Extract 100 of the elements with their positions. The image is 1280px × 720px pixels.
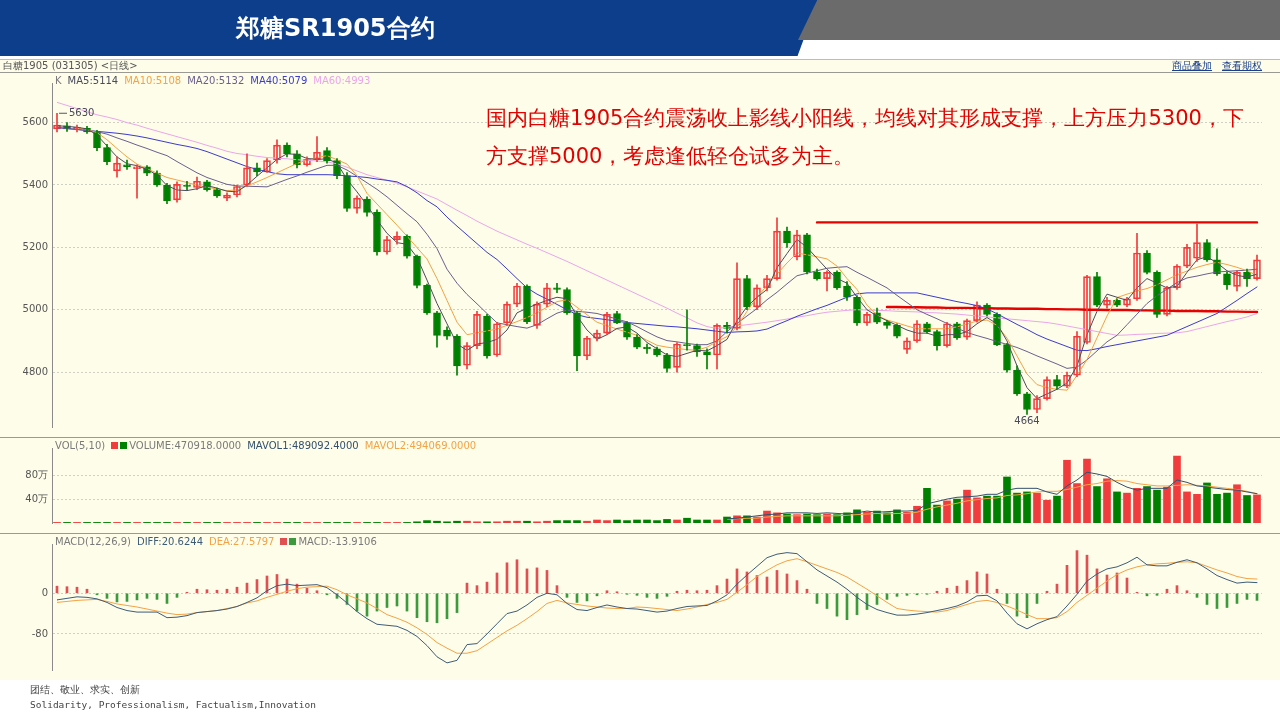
bar xyxy=(633,519,641,523)
bar xyxy=(1103,478,1111,523)
bar xyxy=(953,498,961,523)
bar xyxy=(923,488,931,523)
bar xyxy=(1083,458,1091,523)
bar xyxy=(573,520,581,523)
bar xyxy=(523,520,531,523)
bar xyxy=(603,520,611,523)
bar xyxy=(463,520,471,523)
y-tick-label: 0 xyxy=(41,586,48,598)
bar xyxy=(1213,493,1221,523)
bar xyxy=(613,519,621,523)
text: MAVOL2:494069.0000 xyxy=(364,440,477,451)
text: 团结、敬业、求实、创新 xyxy=(30,683,141,697)
text: MA20:5132 xyxy=(187,75,245,86)
text: DEA:27.5797 xyxy=(209,536,275,547)
bar xyxy=(513,520,521,523)
chart-title: 郑糖SR1905合约 xyxy=(236,13,435,44)
bar xyxy=(1153,489,1161,523)
bar xyxy=(683,517,691,523)
bar xyxy=(1195,593,1199,598)
bar xyxy=(643,519,651,523)
legend-title: MACD(12,26,9) xyxy=(55,536,131,547)
bar xyxy=(973,497,981,523)
bar xyxy=(1173,455,1181,523)
y-tick-label: 80万 xyxy=(25,468,48,480)
y-tick-label: 5200 xyxy=(22,240,48,252)
bar xyxy=(1223,492,1231,523)
bar xyxy=(635,593,639,596)
bar xyxy=(673,519,681,523)
text: MA60:4993 xyxy=(313,75,371,86)
candlestick xyxy=(553,282,561,293)
text: MAVOL1:489092.4000 xyxy=(247,440,359,451)
bar xyxy=(1093,486,1101,523)
legend-label: MACD:-13.9106 xyxy=(298,536,377,547)
bar xyxy=(1003,476,1011,523)
bar xyxy=(1203,482,1211,523)
annotation: 4664 xyxy=(1014,415,1040,427)
bar xyxy=(1163,486,1171,523)
bar xyxy=(583,520,591,523)
bar xyxy=(1073,483,1081,523)
bar xyxy=(1253,494,1261,523)
y-tick-label: 4800 xyxy=(22,365,48,377)
bar xyxy=(1233,484,1241,523)
y-tick-label: 5400 xyxy=(22,178,48,190)
bar xyxy=(1243,495,1251,523)
bar xyxy=(1063,459,1071,523)
legend-title: K xyxy=(55,75,62,86)
bar xyxy=(453,520,461,523)
bar xyxy=(623,520,631,523)
bar xyxy=(1193,493,1201,523)
text: 商品叠加 xyxy=(1172,60,1212,71)
y-tick-label: -80 xyxy=(31,627,48,639)
bar xyxy=(543,520,551,523)
bar xyxy=(703,519,711,523)
bar xyxy=(553,520,561,523)
bar xyxy=(983,495,991,523)
annotation: 国内白糖1905合约震荡收上影线小阳线，均线对其形成支撑，上方压力5300，下方支撑5000，考虑逢低轻仓试多为主。 xyxy=(486,105,1245,170)
text: MA40:5079 xyxy=(250,75,308,86)
bar xyxy=(943,500,951,523)
bar xyxy=(175,593,179,598)
bar xyxy=(993,495,1001,523)
bar xyxy=(1143,486,1151,523)
bar xyxy=(593,519,601,523)
bar xyxy=(503,520,511,523)
text: MA10:5108 xyxy=(124,75,182,86)
bar xyxy=(433,520,441,523)
bar xyxy=(1155,593,1159,596)
bar xyxy=(963,489,971,523)
legend-label: VOLUME:470918.0000 xyxy=(129,440,242,451)
bar xyxy=(933,504,941,523)
bar xyxy=(1113,491,1121,523)
text: MA5:5114 xyxy=(67,75,119,86)
bar xyxy=(803,513,811,523)
bar xyxy=(565,593,569,598)
bar xyxy=(563,520,571,523)
y-tick-label: 5000 xyxy=(22,303,48,315)
bar xyxy=(653,520,661,523)
text: 查看期权 xyxy=(1222,60,1262,71)
bar xyxy=(1133,488,1141,523)
candlestick xyxy=(183,180,191,190)
bar xyxy=(1043,499,1051,523)
bar xyxy=(1013,492,1021,523)
chart-subtitle: 白糖1905 (031305) <日线> xyxy=(3,60,138,72)
bar xyxy=(1183,491,1191,523)
bar xyxy=(693,519,701,523)
y-tick-label: 5600 xyxy=(22,116,48,128)
bar xyxy=(1023,491,1031,523)
bar xyxy=(663,519,671,523)
text: Solidarity, Professionalism, Factualism,Innovation xyxy=(30,698,316,712)
annotation: 5630 xyxy=(69,106,95,118)
bar xyxy=(1033,492,1041,523)
bar xyxy=(645,593,649,598)
bar xyxy=(423,520,431,523)
bar xyxy=(823,513,831,523)
legend-title: VOL(5,10) xyxy=(55,440,106,451)
bar xyxy=(713,519,721,523)
bar xyxy=(905,593,909,596)
bar xyxy=(1053,495,1061,523)
y-tick-label: 40万 xyxy=(25,492,48,504)
